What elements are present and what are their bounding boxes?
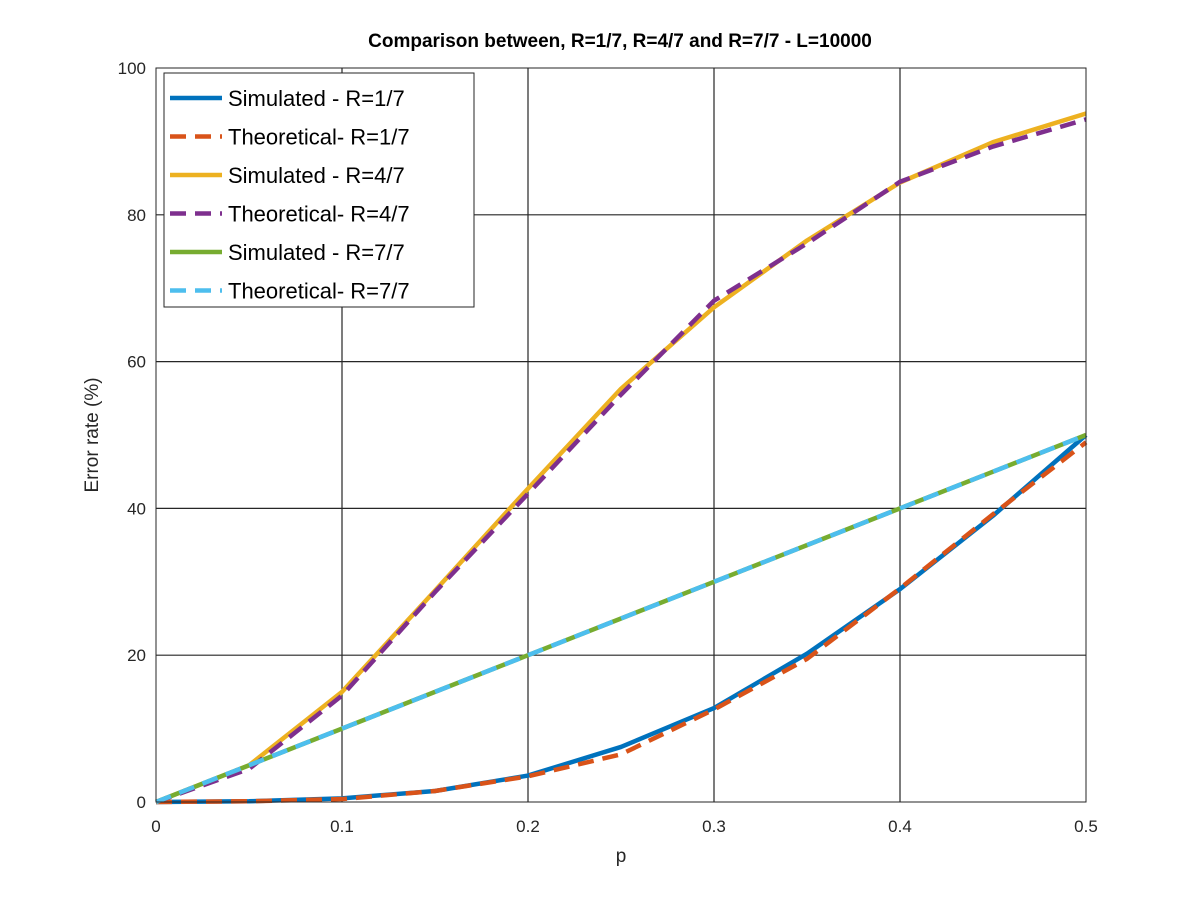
x-tick-label: 0.2 — [516, 817, 540, 836]
y-axis-label: Error rate (%) — [82, 377, 103, 492]
series-line-2 — [155, 440, 1088, 805]
plot-frame — [155, 67, 1087, 803]
x-tick-label: 0.5 — [1074, 817, 1098, 836]
x-axis-label: p — [616, 846, 627, 867]
series-layer — [155, 111, 1088, 805]
axis-ticks: 0 0.1 0.2 0.3 0.4 0.5 0 20 40 60 80 100 — [118, 59, 1098, 836]
y-tick-label: 60 — [127, 353, 146, 372]
chart-title: Comparison between, R=1/7, R=4/7 and R=7… — [368, 31, 872, 52]
legend-entry-label: Theoretical- R=7/7 — [228, 279, 410, 304]
series-line-6 — [155, 432, 1087, 805]
legend-entry-label: Simulated - R=1/7 — [228, 86, 405, 111]
legend-entry-label: Theoretical- R=1/7 — [228, 125, 410, 150]
legend-entry-label: Theoretical- R=4/7 — [228, 202, 410, 227]
legend-entry-label: Simulated - R=4/7 — [228, 163, 405, 188]
x-tick-label: 0 — [151, 817, 160, 836]
legend-box — [163, 72, 475, 308]
legend-entry-label: Simulated - R=7/7 — [228, 240, 405, 265]
legend: Simulated - R=1/7 Theoretical- R=1/7 Simul… — [163, 72, 475, 308]
y-tick-label: 0 — [137, 793, 146, 812]
y-tick-label: 20 — [127, 646, 146, 665]
y-tick-label: 40 — [127, 499, 146, 518]
series-line-4 — [155, 117, 1087, 805]
y-tick-label: 100 — [118, 59, 146, 78]
y-tick-label: 80 — [127, 206, 146, 225]
x-tick-label: 0.3 — [702, 817, 726, 836]
x-tick-label: 0.4 — [888, 817, 912, 836]
x-tick-label: 0.1 — [330, 817, 354, 836]
